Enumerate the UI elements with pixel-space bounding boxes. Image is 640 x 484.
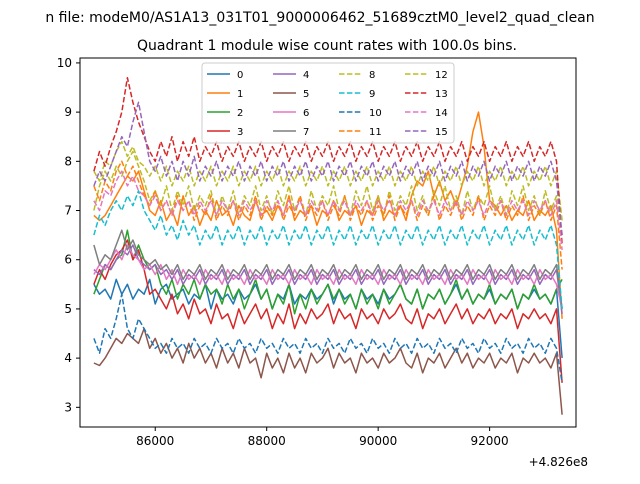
series-line-4: [93, 244, 563, 314]
legend-entry-3: 3: [207, 127, 243, 138]
x-axis-ticks: 86000 88000 90000 92000: [136, 427, 509, 448]
legend-label: 12: [435, 70, 448, 81]
x-tick-label: 86000: [136, 434, 174, 448]
series-line-12: [93, 140, 563, 221]
legend-entry-2: 2: [207, 108, 243, 119]
legend-entry-13: 13: [405, 89, 448, 100]
legend-entry-1: 1: [207, 89, 243, 100]
legend-label: 4: [303, 70, 309, 81]
legend-label: 6: [303, 108, 309, 119]
y-tick-label: 4: [64, 351, 72, 365]
x-axis-offset-label: +4.826e8: [529, 455, 588, 469]
series-lines: [93, 76, 563, 415]
chart-title: Quadrant 1 module wise count rates with …: [137, 38, 517, 54]
legend-label: 0: [237, 70, 243, 81]
axes-frame: [79, 57, 577, 428]
legend-entry-14: 14: [405, 108, 448, 119]
legend-entry-8: 8: [339, 70, 375, 81]
y-tick-label: 9: [64, 105, 72, 119]
legend-entry-11: 11: [339, 127, 382, 138]
y-tick-label: 5: [64, 302, 72, 316]
legend-label: 15: [435, 127, 448, 138]
legend-label: 8: [369, 70, 375, 81]
series-line-7: [93, 229, 563, 309]
y-tick-label: 8: [64, 154, 72, 168]
legend-box: [201, 62, 455, 144]
legend-entry-9: 9: [339, 89, 375, 100]
legend-label: 10: [369, 108, 382, 119]
y-tick-label: 6: [64, 253, 72, 267]
legend-label: 1: [237, 89, 243, 100]
legend-entry-12: 12: [405, 70, 448, 81]
y-axis-ticks: 3 4 5 6 7 8 9 10: [57, 56, 80, 414]
legend-label: 9: [369, 89, 375, 100]
legend-entry-6: 6: [273, 108, 309, 119]
series-line-10: [93, 293, 563, 383]
y-tick-label: 10: [57, 56, 72, 70]
legend-entry-7: 7: [273, 127, 309, 138]
legend-entry-10: 10: [339, 108, 382, 119]
series-line-3: [93, 239, 563, 383]
legend-entry-5: 5: [273, 89, 309, 100]
legend-entry-0: 0: [207, 70, 243, 81]
legend-label: 7: [303, 127, 309, 138]
x-tick-label: 90000: [359, 434, 397, 448]
legend-entry-15: 15: [405, 127, 448, 138]
series-line-5: [93, 327, 563, 415]
series-line-6: [93, 244, 563, 310]
legend-label: 5: [303, 89, 309, 100]
y-tick-label: 3: [64, 400, 72, 414]
legend-label: 2: [237, 108, 243, 119]
x-tick-label: 92000: [471, 434, 509, 448]
figure-suptitle: n file: modeM0/AS1A13_031T01_9000006462_…: [45, 10, 594, 26]
legend-entry-4: 4: [273, 70, 309, 81]
legend-label: 14: [435, 108, 448, 119]
legend-label: 11: [369, 127, 382, 138]
series-line-11: [93, 160, 563, 270]
series-line-8: [93, 150, 563, 236]
series-line-14: [93, 170, 563, 250]
series-line-15: [93, 101, 563, 236]
y-tick-label: 7: [64, 204, 72, 218]
legend-label: 3: [237, 127, 243, 138]
legend-label: 13: [435, 89, 448, 100]
x-tick-label: 88000: [248, 434, 286, 448]
